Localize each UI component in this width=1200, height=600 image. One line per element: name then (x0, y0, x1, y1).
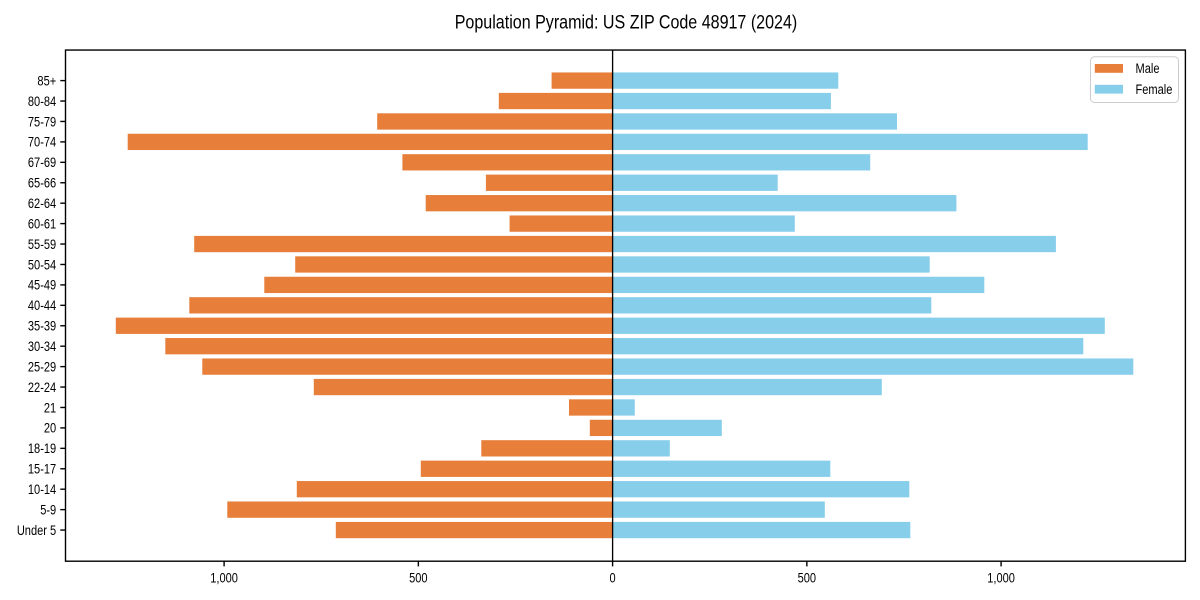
svg-text:40-44: 40-44 (28, 298, 57, 313)
svg-text:80-84: 80-84 (28, 94, 57, 109)
svg-text:25-29: 25-29 (28, 359, 56, 374)
svg-text:35-39: 35-39 (28, 319, 56, 334)
svg-text:20: 20 (44, 421, 56, 436)
svg-text:21: 21 (44, 400, 56, 415)
svg-text:85+: 85+ (37, 73, 56, 88)
svg-text:75-79: 75-79 (28, 114, 56, 129)
svg-text:50-54: 50-54 (28, 257, 57, 272)
svg-text:500: 500 (409, 570, 427, 585)
svg-text:67-69: 67-69 (28, 155, 56, 170)
svg-text:65-66: 65-66 (28, 176, 56, 191)
svg-text:30-34: 30-34 (28, 339, 57, 354)
svg-text:70-74: 70-74 (28, 135, 57, 150)
svg-text:500: 500 (798, 570, 816, 585)
svg-text:18-19: 18-19 (28, 441, 56, 456)
svg-text:Male: Male (1136, 61, 1160, 76)
svg-text:22-24: 22-24 (28, 380, 57, 395)
svg-text:Female: Female (1136, 82, 1173, 97)
svg-text:Population Pyramid: US ZIP Cod: Population Pyramid: US ZIP Code 48917 (2… (455, 13, 798, 34)
svg-text:45-49: 45-49 (28, 278, 56, 293)
svg-text:1,000: 1,000 (210, 570, 238, 585)
svg-text:10-14: 10-14 (28, 482, 57, 497)
svg-text:62-64: 62-64 (28, 196, 57, 211)
svg-text:Under 5: Under 5 (17, 523, 56, 538)
svg-text:60-61: 60-61 (28, 216, 56, 231)
svg-text:5-9: 5-9 (40, 502, 56, 517)
svg-text:0: 0 (610, 570, 616, 585)
svg-text:15-17: 15-17 (28, 462, 56, 477)
svg-text:1,000: 1,000 (987, 570, 1015, 585)
svg-text:55-59: 55-59 (28, 237, 56, 252)
